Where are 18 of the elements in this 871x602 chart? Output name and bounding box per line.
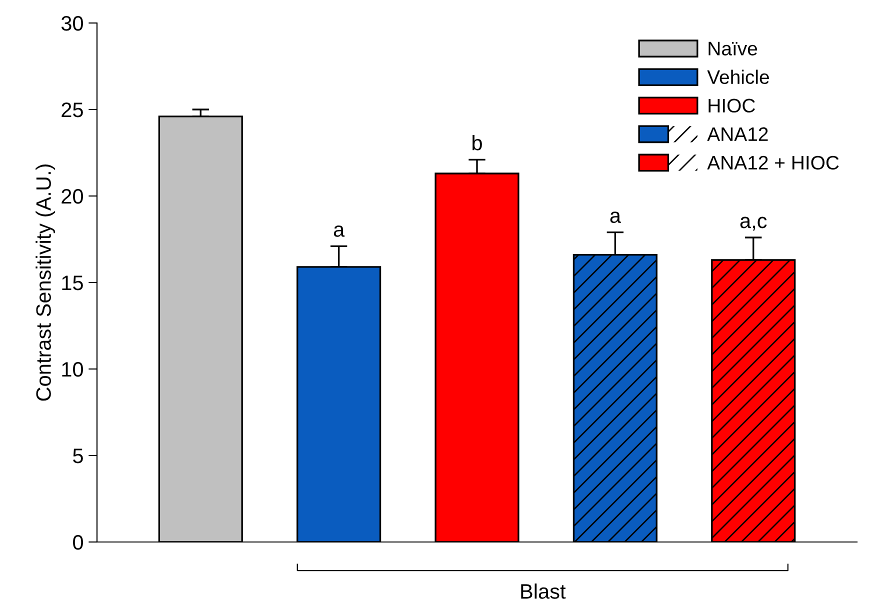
legend-label: HIOC <box>708 98 755 113</box>
data-label: a,c <box>740 216 767 231</box>
y-tick-label: 0 <box>73 535 83 550</box>
legend-label: ANA12 <box>707 127 768 141</box>
y-tick-label: 10 <box>62 362 83 377</box>
y-tick-label: 20 <box>62 189 83 204</box>
y-tick-label: 15 <box>62 276 83 290</box>
y-axis-title: Contrast Sensitivity (A.U.) <box>36 164 56 401</box>
data-label: b <box>472 135 482 150</box>
legend-label: ANA12 + HIOC <box>707 156 839 170</box>
text: Blast <box>521 584 566 599</box>
y-tick-label: 30 <box>61 16 83 31</box>
y-tick-label: 5 <box>73 448 83 464</box>
data-label: a <box>610 212 621 224</box>
y-tick-label: 25 <box>62 102 83 118</box>
legend-label: Naïve <box>708 42 758 56</box>
data-label: a <box>334 225 345 237</box>
legend-label: Vehicle <box>707 70 769 84</box>
